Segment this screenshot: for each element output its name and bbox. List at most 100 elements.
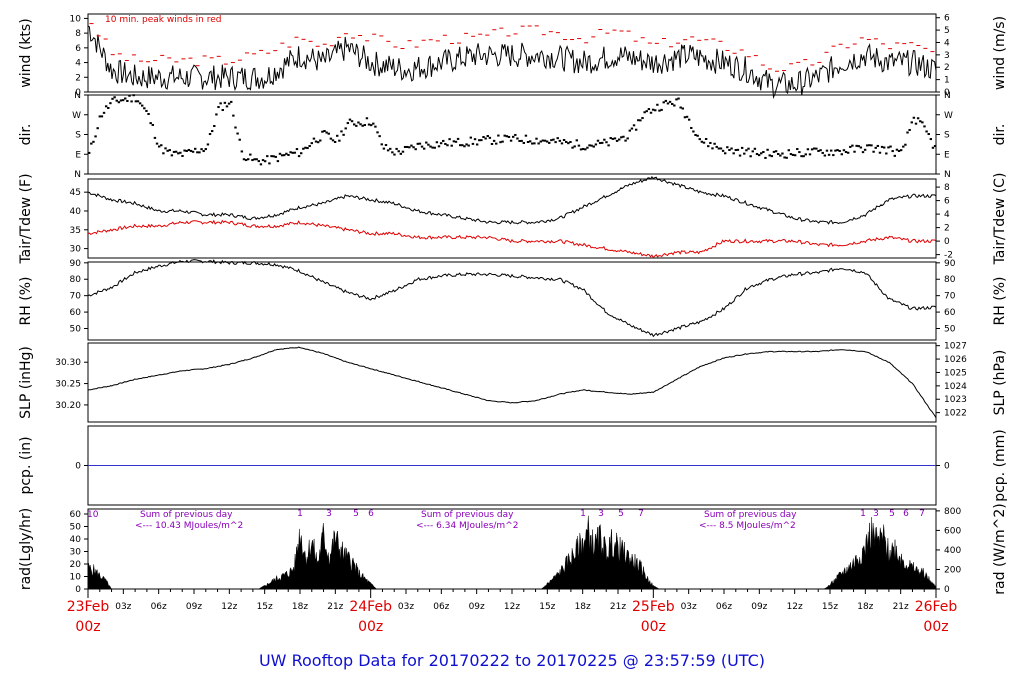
rad-sum-header: Sum of previous day: [140, 510, 233, 520]
xtick-label: 18z: [575, 602, 591, 612]
ytick-label-left-rad: 20: [70, 560, 82, 570]
dir-point: [130, 100, 133, 103]
dir-point: [853, 150, 856, 153]
dir-point: [717, 147, 721, 150]
dir-point: [813, 147, 816, 150]
dir-point: [649, 111, 653, 114]
dir-point: [902, 145, 905, 148]
dir-point: [753, 147, 757, 150]
dir-point: [857, 145, 860, 148]
dir-point: [92, 140, 95, 143]
dir-point: [331, 139, 335, 142]
dir-point: [336, 134, 339, 137]
dir-point: [107, 107, 110, 110]
dir-point: [658, 109, 661, 112]
ytick-label-left-rad: 0: [75, 585, 81, 595]
dir-point: [677, 97, 680, 100]
dir-point: [929, 138, 933, 141]
dir-point: [414, 148, 417, 151]
dir-point: [647, 108, 651, 111]
dir-point: [435, 141, 439, 144]
dir-point: [128, 94, 131, 97]
dir-point: [634, 128, 638, 131]
dir-point: [834, 149, 837, 152]
xtick-label: 03z: [398, 602, 414, 612]
dir-point: [781, 152, 784, 155]
dir-point: [124, 97, 127, 100]
dir-point: [757, 154, 761, 157]
dir-point: [618, 138, 621, 141]
dir-point: [236, 132, 239, 135]
dir-point: [149, 122, 152, 125]
ytick-label-left-rh: 70: [70, 292, 82, 302]
dir-point: [492, 139, 496, 142]
dir-point: [666, 102, 670, 105]
dir-point: [598, 142, 602, 145]
dir-point: [361, 124, 364, 127]
dir-point: [768, 154, 771, 157]
dir-point: [569, 140, 572, 143]
ytick-label-left-rad: 40: [70, 535, 82, 545]
dir-point: [389, 147, 392, 150]
dir-point: [145, 109, 148, 112]
dir-point: [883, 146, 886, 149]
dir-point: [397, 150, 400, 153]
dir-point: [119, 99, 123, 102]
ytick-label-right-dir: N: [944, 91, 951, 101]
dir-point: [685, 115, 689, 118]
dir-point: [876, 144, 880, 147]
dir-point: [342, 133, 345, 136]
dir-point: [486, 134, 489, 137]
dir-point: [732, 152, 735, 155]
dir-point: [141, 104, 144, 107]
dir-point: [866, 144, 869, 147]
dir-point: [143, 107, 146, 110]
dir-point: [189, 149, 193, 152]
dir-point: [408, 146, 411, 149]
dir-point: [240, 150, 244, 153]
dir-point: [562, 138, 566, 141]
dir-point: [859, 146, 863, 149]
dir-point: [459, 144, 462, 147]
dir-point: [115, 99, 118, 102]
dir-point: [798, 151, 801, 154]
dir-point: [611, 137, 615, 140]
dir-point: [906, 131, 909, 134]
dir-point: [656, 103, 659, 106]
dir-point: [916, 117, 920, 120]
dir-point: [488, 136, 492, 139]
dir-point: [789, 153, 793, 156]
dir-point: [543, 139, 547, 142]
xtick-label: 12z: [221, 602, 237, 612]
dir-point: [219, 102, 222, 105]
dir-point: [842, 149, 846, 152]
dir-point: [620, 136, 623, 139]
dir-point: [325, 131, 328, 134]
dir-point: [329, 137, 333, 140]
dir-point: [694, 134, 697, 137]
ytick-label-left-temp: 30: [70, 245, 82, 255]
dir-point: [490, 142, 494, 145]
dir-point: [198, 151, 201, 154]
wind-speed-line: [87, 25, 937, 99]
dir-point: [849, 145, 852, 148]
dir-point: [558, 139, 562, 142]
dir-point: [183, 149, 186, 152]
dir-point: [908, 128, 911, 131]
dir-point: [779, 154, 782, 157]
dir-point: [369, 124, 373, 127]
dir-point: [232, 114, 235, 117]
dir-point: [533, 142, 536, 145]
dir-point: [550, 139, 553, 142]
dir-point: [456, 137, 460, 140]
ytick-label-right-slp: 1025: [944, 368, 967, 378]
rad-mark-label: 1: [860, 509, 866, 519]
rad-sum-header: Sum of previous day: [704, 510, 797, 520]
xtick-label: 12z: [504, 602, 520, 612]
dir-point: [172, 150, 176, 153]
ytick-label-right-wind: 1: [944, 76, 950, 86]
dir-point: [639, 119, 642, 122]
ytick-label-right-wind: 3: [944, 51, 950, 61]
dir-point: [832, 154, 835, 157]
dir-point: [255, 158, 258, 161]
